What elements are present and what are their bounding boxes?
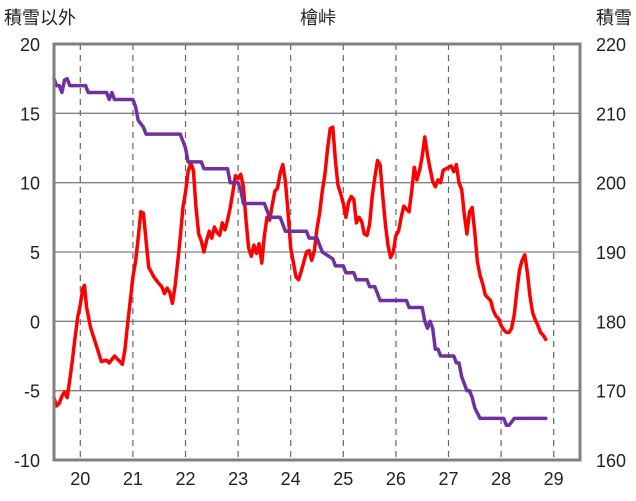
tick-labels: 20 15 10 5 0 -5 -10 220 210 200 190 180 170 160 20 21 22… — [14, 35, 626, 489]
x-tick-label: 27 — [438, 469, 458, 489]
x-tick-label: 22 — [175, 469, 195, 489]
right-tick-label: 190 — [596, 243, 626, 263]
grid — [54, 44, 580, 460]
x-tick-label: 26 — [386, 469, 406, 489]
left-tick-label: -10 — [14, 451, 40, 471]
left-tick-label: 5 — [30, 243, 40, 263]
x-tick-label: 29 — [544, 469, 564, 489]
x-tick-label: 28 — [491, 469, 511, 489]
series-line-snow-depth — [52, 76, 548, 428]
right-tick-label: 160 — [596, 451, 626, 471]
right-tick-label: 170 — [596, 382, 626, 402]
left-tick-label: 0 — [30, 312, 40, 332]
left-axis-label: 積雪以外 — [4, 8, 76, 28]
x-tick-label: 21 — [123, 469, 143, 489]
right-tick-label: 220 — [596, 35, 626, 55]
x-tick-label: 20 — [70, 469, 90, 489]
left-tick-label: 20 — [20, 35, 40, 55]
x-tick-label: 24 — [281, 469, 301, 489]
left-tick-label: -5 — [24, 382, 40, 402]
series-line-non-snow — [52, 125, 548, 408]
right-axis-label: 積雪 — [596, 8, 632, 28]
left-tick-label: 10 — [20, 174, 40, 194]
series-layer — [52, 76, 548, 428]
x-tick-label: 23 — [228, 469, 248, 489]
plot-frame — [52, 42, 582, 462]
right-tick-label: 210 — [596, 104, 626, 124]
chart-title: 檜峠 — [300, 7, 336, 28]
right-tick-label: 180 — [596, 312, 626, 332]
labels-layer: 檜峠 積雪以外 積雪 — [4, 7, 632, 28]
right-tick-label: 200 — [596, 174, 626, 194]
x-tick-label: 25 — [333, 469, 353, 489]
left-tick-label: 15 — [20, 104, 40, 124]
